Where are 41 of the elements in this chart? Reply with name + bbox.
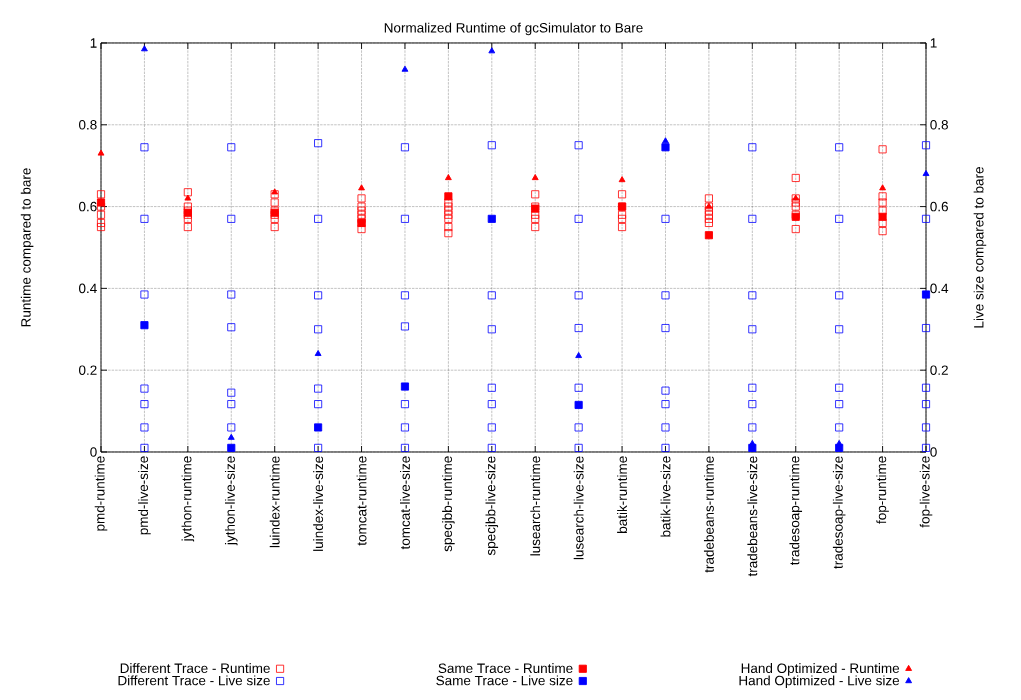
- x-tick-label: luindex-live-size: [313, 456, 324, 551]
- y-tick-label: 0.2: [79, 365, 97, 375]
- x-tick-label: lusearch-live-size: [573, 456, 584, 560]
- x-tick-label: luindex-runtime: [269, 456, 280, 548]
- y2-tick-label: 0.6: [930, 201, 948, 212]
- legend-label: Different Trace - Live size: [118, 675, 270, 686]
- x-tick-label: tomcat-live-size: [400, 456, 410, 550]
- x-tick-label: batik-live-size: [660, 456, 671, 537]
- x-tick-label: tradebeans-runtime: [703, 456, 714, 573]
- legend-label: Different Trace - Runtime: [120, 663, 270, 674]
- x-tick-label: tradesoap-live-size: [832, 456, 846, 569]
- x-tick-label: lusearch-runtime: [530, 456, 541, 556]
- y2-tick-label: 0.2: [930, 365, 948, 375]
- x-tick-label: tomcat-runtime: [356, 456, 367, 546]
- y2-axis-title: Live size compared to bare: [973, 167, 987, 328]
- x-tick-label: pmd-runtime: [94, 456, 108, 531]
- y-tick-label: 0.6: [79, 201, 97, 212]
- y-tick-label: 1: [90, 38, 97, 48]
- x-tick-label: specjbb-runtime: [442, 456, 455, 552]
- x-tick-label: jython-runtime: [181, 456, 195, 542]
- legend-label: Same Trace - Live size: [436, 675, 573, 686]
- y2-tick-label: 0.8: [930, 120, 948, 130]
- y-tick-label: 0.8: [79, 120, 97, 130]
- x-tick-label: fop-live-size: [919, 456, 933, 528]
- x-tick-label: jython-live-size: [224, 456, 238, 546]
- chart-title: Normalized Runtime of gcSimulator to Bare: [384, 22, 643, 36]
- y2-tick-label: 1: [930, 38, 937, 48]
- y2-tick-label: 0.4: [930, 283, 949, 294]
- y-tick-label: 0.4: [79, 283, 97, 294]
- x-tick-label: pmd-live-size: [138, 456, 151, 535]
- legend-label: Hand Optimized - Live size: [739, 675, 900, 688]
- x-tick-label: specjbb-live-size: [485, 456, 499, 556]
- legend-label: Same Trace - Runtime: [438, 663, 573, 674]
- x-tick-label: tradesoap-runtime: [789, 456, 803, 566]
- x-tick-label: batik-runtime: [617, 456, 628, 533]
- legend-label: Hand Optimized - Runtime: [741, 663, 900, 676]
- y-tick-label: 0: [90, 447, 97, 457]
- y2-tick-label: 0: [930, 447, 937, 457]
- x-tick-label: tradebeans-live-size: [747, 456, 758, 577]
- y-axis-title: Runtime compared to bare: [20, 168, 34, 327]
- x-tick-label: fop-runtime: [876, 456, 889, 524]
